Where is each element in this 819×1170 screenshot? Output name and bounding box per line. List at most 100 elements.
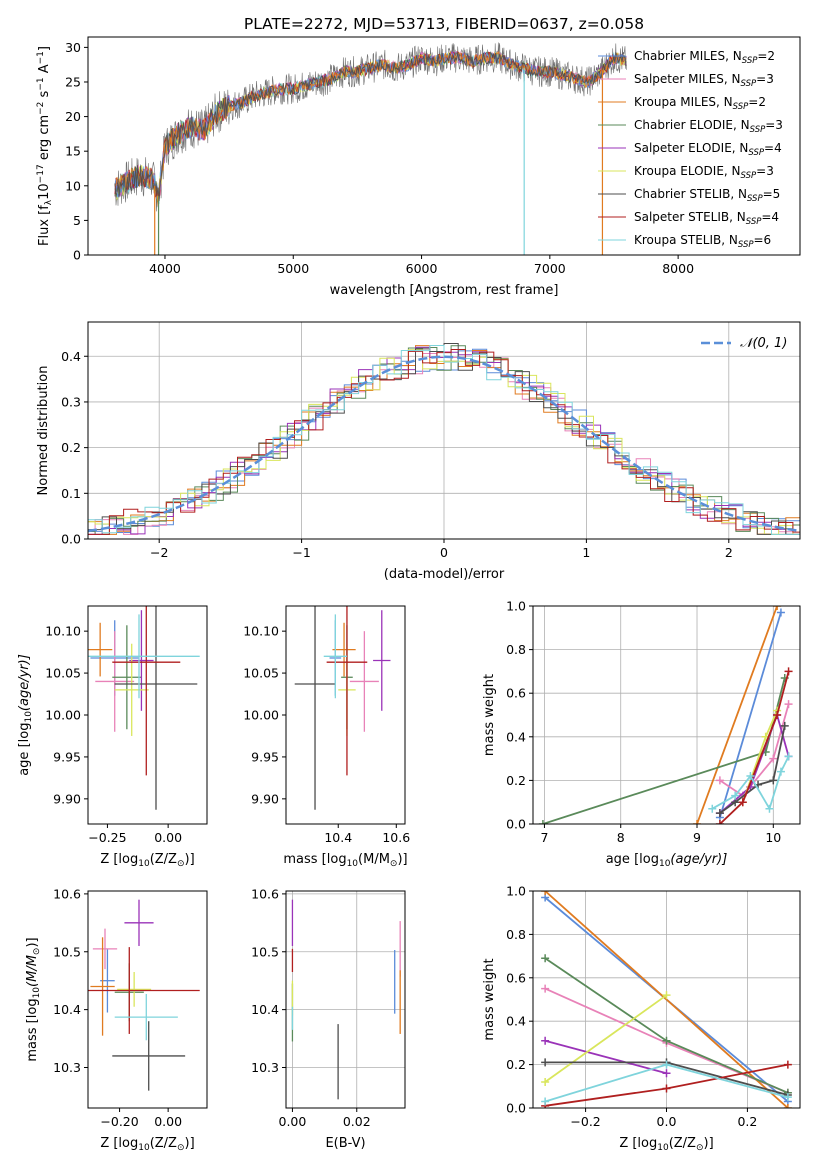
y-tick-label: 10.3 [251, 1060, 279, 1075]
legend-label: Chabrier STELIB, NSSP=5 [634, 187, 780, 204]
y-tick-label: 30 [65, 40, 81, 55]
errorbar-group [291, 899, 401, 1100]
x-tick-label: 8 [617, 830, 625, 845]
y-tick-label: 10.3 [53, 1060, 81, 1075]
y-tick-label: 10.10 [243, 624, 279, 639]
legend-label: Kroupa STELIB, NSSP=6 [634, 233, 771, 250]
x-tick-label: 0.2 [737, 1114, 757, 1129]
x-tick-label: 1 [582, 545, 590, 560]
y-tick-label: 15 [65, 144, 81, 159]
y-tick-label: 10.4 [53, 1002, 81, 1017]
y-tick-label: 0.6 [506, 970, 526, 985]
y-axis-label: mass weight [482, 674, 497, 756]
x-tick-label: 0.00 [279, 1114, 307, 1129]
frame-age-vs-Z: −0.25 0.00 9.90 9.95 10.00 10.05 10.10 [45, 605, 208, 845]
y-tick-label: 20 [65, 109, 81, 124]
weight-lines [538, 606, 793, 824]
y-tick-label: 25 [65, 74, 81, 89]
y-tick-label: 0.4 [506, 1014, 526, 1029]
axes-frame [87, 36, 801, 256]
y-tick-label: 10.4 [251, 1002, 279, 1017]
y-tick-label: 10.00 [45, 708, 81, 723]
x-axis-label: mass [log10(M/M⊙)] [283, 852, 407, 869]
weight-marker [541, 954, 550, 963]
model-spectrum [114, 51, 627, 202]
x-tick-label: −1 [292, 545, 310, 560]
y-tick-label: 10.6 [251, 886, 279, 901]
axes-frame [87, 890, 208, 1109]
x-axis-label: Z [log10(Z/Z⊙)] [100, 852, 194, 869]
weight-marker [776, 608, 785, 617]
weight-marker [662, 1036, 671, 1045]
frame-spectrum: 4000 5000 6000 7000 8000 0 5 10 15 20 25 30 [65, 36, 801, 276]
legend-label: Salpeter STELIB, NSSP=4 [634, 210, 779, 227]
x-tick-label: −0.25 [88, 830, 126, 845]
x-tick-label: 8000 [662, 261, 694, 276]
y-tick-label: 0 [73, 248, 81, 263]
x-tick-label: 10.6 [382, 830, 410, 845]
y-tick-label: 1.0 [506, 884, 526, 899]
y-tick-label: 0.4 [61, 349, 81, 364]
x-axis-label: Z [log10(Z/Z⊙)] [619, 1136, 713, 1153]
weight-marker [662, 1084, 671, 1093]
frame-weight-vs-age: 7 8 9 10 0.0 0.2 0.4 0.6 0.8 1.0 [506, 599, 801, 845]
frame-age-vs-mass: 10.4 10.6 9.90 9.95 10.00 10.05 10.10 [243, 605, 410, 845]
y-tick-label: 0.8 [506, 642, 526, 657]
x-tick-label: 5000 [277, 261, 309, 276]
y-tick-label: 9.95 [53, 749, 81, 764]
x-tick-label: 10.4 [324, 830, 352, 845]
weight-marker [746, 772, 755, 781]
x-axis-label: E(B-V) [325, 1136, 365, 1151]
histogram-series [88, 345, 800, 535]
errorbar-group [294, 606, 391, 810]
y-tick-label: 0.4 [506, 729, 526, 744]
x-tick-label: 0.00 [154, 1114, 182, 1129]
weight-marker [731, 791, 740, 800]
model-spectrum [114, 51, 627, 200]
y-tick-label: 9.90 [251, 791, 279, 806]
weight-marker [769, 776, 778, 785]
y-tick-label: 10.10 [45, 624, 81, 639]
y-tick-label: 1.0 [506, 599, 526, 614]
weight-marker [715, 809, 724, 818]
y-tick-label: 9.90 [53, 791, 81, 806]
weight-marker [784, 752, 793, 761]
weight-marker [541, 984, 550, 993]
y-tick-label: 10.00 [243, 708, 279, 723]
x-tick-label: −0.20 [100, 1114, 138, 1129]
legend-label: Chabrier MILES, NSSP=2 [634, 49, 775, 66]
x-tick-label: −0.2 [570, 1114, 600, 1129]
weight-series [719, 612, 782, 818]
weight-series [544, 1039, 667, 1075]
weight-marker [738, 798, 747, 807]
y-tick-label: 0.6 [506, 686, 526, 701]
x-tick-label: 0 [440, 545, 448, 560]
weight-marker [708, 804, 717, 813]
y-tick-label: 10.5 [251, 944, 279, 959]
x-tick-label: 4000 [149, 261, 181, 276]
x-tick-label: 7 [540, 830, 548, 845]
histogram-series [88, 345, 800, 535]
weight-series [696, 606, 778, 824]
weight-marker [693, 820, 702, 824]
axes-frame [532, 605, 801, 825]
y-tick-label: 0.0 [506, 817, 526, 832]
spectrum-curves [114, 42, 627, 255]
errorbar-group [88, 899, 200, 1091]
weight-marker [776, 767, 785, 776]
y-tick-label: 0.1 [61, 486, 81, 501]
y-tick-label: 10.05 [243, 666, 279, 681]
x-tick-label: 10 [765, 830, 781, 845]
frame-mass-vs-Z: −0.20 0.00 10.3 10.4 10.5 10.6 [53, 886, 208, 1129]
y-tick-label: 0.0 [506, 1101, 526, 1116]
y-tick-label: 10.6 [53, 886, 81, 901]
weight-lines [541, 891, 792, 1108]
weight-marker [662, 1069, 671, 1078]
x-tick-label: 0.0 [657, 1114, 677, 1129]
y-tick-label: 0.2 [506, 1057, 526, 1072]
y-tick-label: 9.95 [251, 749, 279, 764]
y-tick-label: 10.05 [45, 666, 81, 681]
axes-frame [285, 890, 406, 1109]
y-axis-label: Normed distribution [36, 366, 51, 496]
